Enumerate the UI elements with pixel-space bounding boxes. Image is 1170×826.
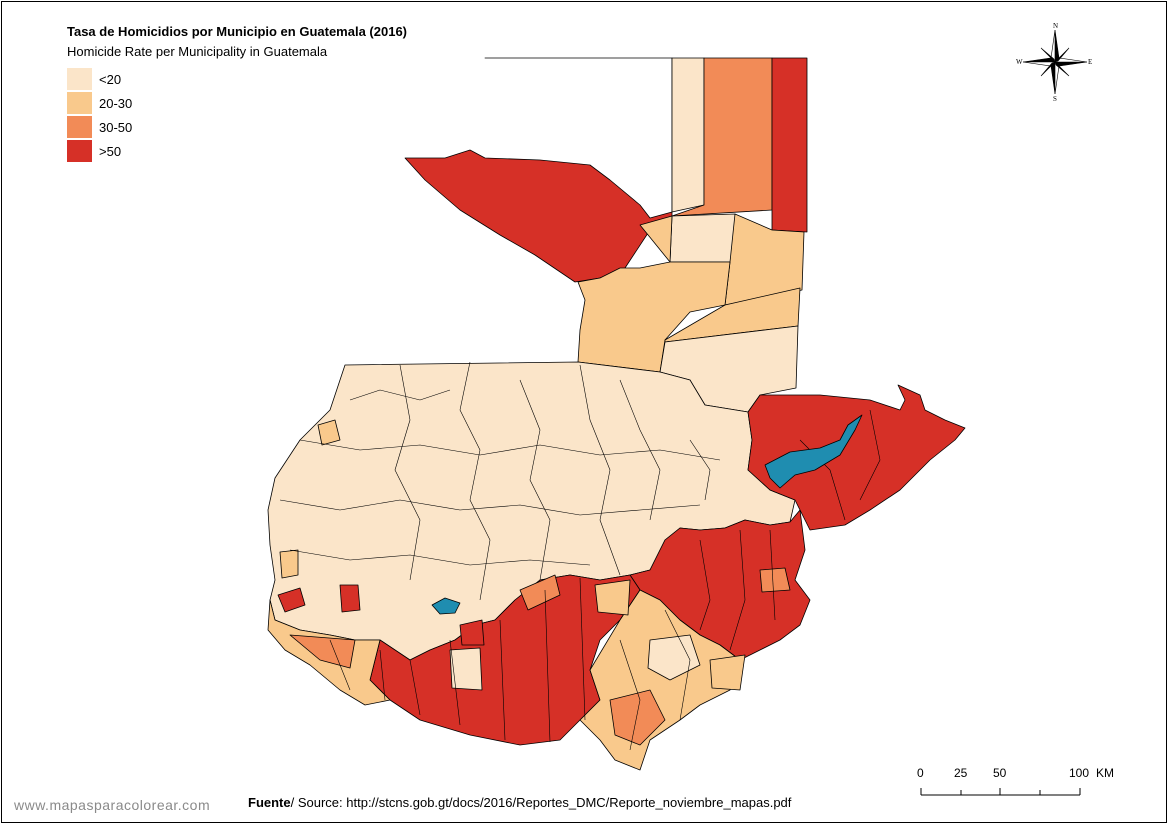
region-peten-northeast [671, 57, 773, 217]
legend-swatch [67, 68, 92, 90]
region-west-orange-b [279, 549, 299, 579]
map-subtitle: Homicide Rate per Municipality in Guatem… [67, 44, 328, 59]
region-peten-center-a [669, 213, 736, 263]
legend: <20 20-30 30-50 >50 [67, 68, 187, 164]
region-peten-north-strip [671, 57, 705, 213]
region-east-beige-a [709, 654, 746, 691]
region-south-central-red [609, 689, 666, 746]
region-east-orange-a [759, 567, 791, 593]
legend-swatch [67, 140, 92, 162]
region-center-red-a [459, 619, 485, 646]
legend-label: 30-50 [99, 120, 133, 135]
region-center-orange-a [519, 574, 561, 611]
scale-bar [920, 788, 1081, 796]
source-text[interactable]: / Source: http://stcns.gob.gt/docs/2016/… [290, 795, 792, 810]
region-southwest-mid [289, 634, 356, 669]
legend-item: 20-30 [67, 92, 187, 116]
compass-e-label: E [1088, 58, 1093, 66]
lake-atitlan [431, 597, 461, 615]
scale-label-25: 25 [954, 766, 968, 780]
lake-izabal [764, 414, 863, 489]
region-peten-west [577, 215, 731, 373]
legend-label: >50 [99, 144, 122, 159]
region-center-orange-b [594, 579, 631, 616]
compass-icon [1022, 29, 1088, 95]
scale-label-50: 50 [993, 766, 1007, 780]
region-west-orange-a [317, 419, 341, 446]
compass-w-label: W [1016, 58, 1023, 66]
region-izabal [747, 384, 966, 531]
region-west-red-b [277, 587, 306, 613]
compass-s-label: S [1053, 95, 1057, 103]
legend-swatch [67, 116, 92, 138]
legend-swatch [67, 92, 92, 114]
map-title: Tasa de Homicidios por Municipio en Guat… [67, 24, 408, 39]
region-peten-east-strip [771, 57, 808, 233]
region-center-beige-a [449, 647, 483, 691]
legend-item: <20 [67, 68, 187, 92]
legend-label: <20 [99, 72, 122, 87]
watermark: www.mapasparacolorear.com [14, 797, 211, 813]
region-west-red-a [339, 584, 361, 613]
source-label: Fuente [248, 795, 291, 810]
scale-unit: KM [1096, 766, 1114, 780]
legend-item: 30-50 [67, 116, 187, 140]
legend-item: >50 [67, 140, 187, 164]
source-footer: Fuente/ Source: http://stcns.gob.gt/docs… [248, 795, 791, 810]
region-south-central-beige [647, 634, 701, 681]
scale-label-0: 0 [917, 766, 924, 780]
region-peten-northwest [404, 57, 673, 283]
compass-n-label: N [1053, 22, 1059, 30]
legend-label: 20-30 [99, 96, 133, 111]
scale-label-100: 100 [1069, 766, 1090, 780]
